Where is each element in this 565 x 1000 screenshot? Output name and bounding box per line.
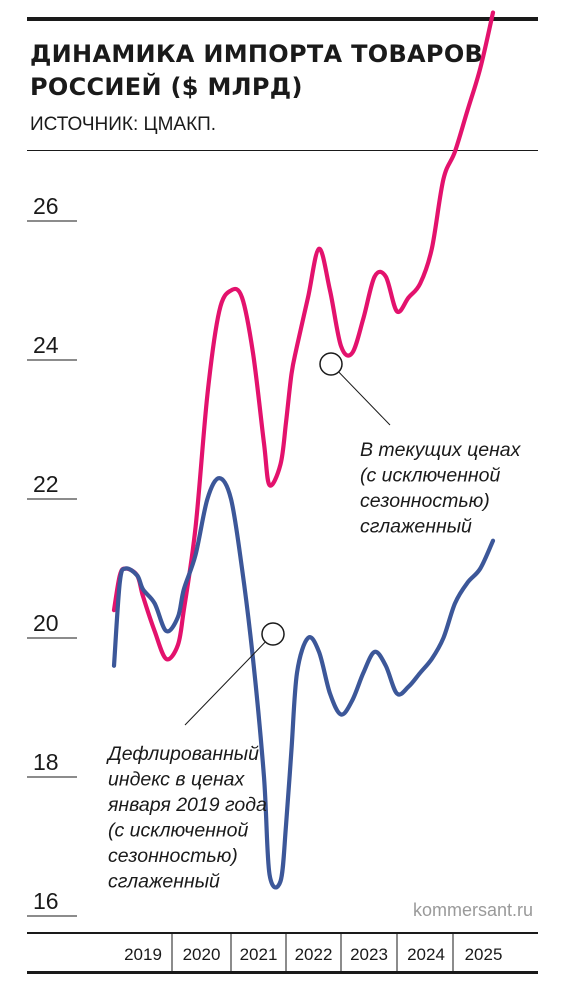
annotation-label-line: (с исключенной: [108, 820, 248, 842]
annotation-leader: [184, 641, 266, 726]
y-tick-label: 18: [33, 749, 59, 775]
annotation-label-line: сглаженный: [108, 871, 220, 893]
annotation-label-line: сезонностью): [108, 845, 238, 867]
annotation-label-line: января 2019 года: [107, 794, 267, 816]
top-rule: [27, 17, 538, 21]
annotations: В текущих ценах (с исключенной сезонностью…: [106, 352, 522, 893]
y-tick-label: 16: [33, 888, 59, 914]
y-tick-label: 22: [33, 471, 59, 497]
annotation-marker: [319, 352, 343, 376]
annotation-label-line: В текущих ценах: [360, 439, 522, 461]
header-rule: [27, 150, 538, 151]
annotation-marker: [261, 622, 285, 646]
chart-title: ДИНАМИКА ИМПОРТА ТОВАРОВ РОССИЕЙ ($ МЛРД…: [30, 40, 484, 101]
y-tick-label: 24: [33, 332, 59, 358]
credit-label: kommersant.ru: [413, 900, 533, 920]
x-tick-label: 2021: [240, 945, 278, 964]
series-line-current-prices: [111, 10, 496, 662]
series-lines: [111, 10, 496, 890]
x-tick-label: 2024: [407, 945, 445, 964]
bottom-rule: [27, 971, 538, 974]
annotation-label-line: сезонностью): [360, 490, 490, 512]
annotation-label-line: (с исключенной: [360, 465, 500, 487]
annotation-leader: [338, 371, 391, 426]
annotation-label-line: Дефлированный: [106, 743, 259, 765]
x-tick-label: 2025: [465, 945, 503, 964]
y-tick-label: 20: [33, 610, 59, 636]
x-axis-top-rule: [27, 932, 538, 934]
x-tick-label: 2022: [295, 945, 333, 964]
y-tick-label: 26: [33, 193, 59, 219]
x-axis-labels: 2019 2020 2021 2022 2023 2024 2025: [124, 934, 502, 971]
x-tick-label: 2020: [183, 945, 221, 964]
chart-source: ИСТОЧНИК: ЦМАКП.: [30, 114, 217, 135]
annotation-label-line: индекс в ценах: [108, 769, 246, 791]
series-line-deflated: [111, 476, 496, 890]
x-tick-label: 2023: [350, 945, 388, 964]
x-tick-label: 2019: [124, 945, 162, 964]
annotation-label-line: сглаженный: [360, 516, 472, 538]
y-axis-ticks: 26 24 22 20 18 16: [27, 193, 77, 917]
